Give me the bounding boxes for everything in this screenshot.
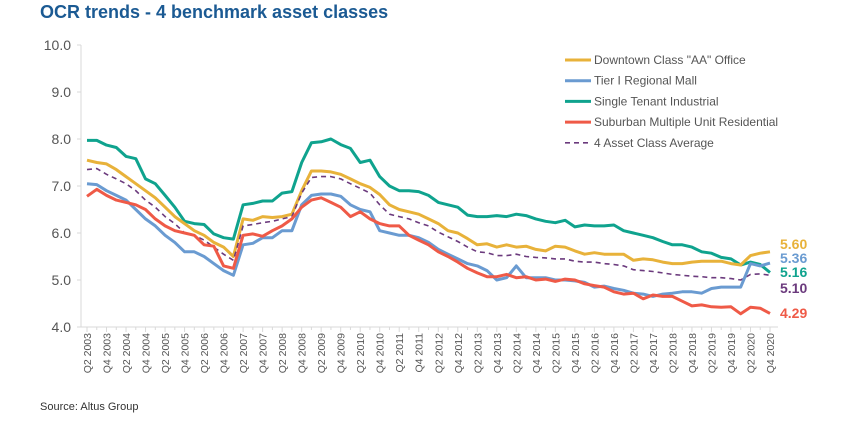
x-tick-label: Q4 2012 [453,333,465,373]
x-tick-label: Q4 2016 [609,333,621,373]
x-tick-label: Q2 2015 [550,333,562,373]
x-tick-label: Q2 2013 [472,333,484,373]
x-tick-label: Q4 2018 [687,333,699,373]
x-tick-label: Q2 2017 [628,333,640,373]
x-tick-label: Q4 2009 [336,333,348,373]
x-tick-label: Q4 2017 [648,333,660,373]
source-note: Source: Altus Group [40,401,139,413]
x-tick-label: Q2 2012 [433,333,445,373]
x-tick-label: Q4 2008 [297,333,309,373]
chart-title: OCR trends - 4 benchmark asset classes [40,2,389,22]
x-tick-label: Q2 2020 [745,333,757,373]
x-tick-label: Q2 2010 [355,333,367,373]
x-tick-label: Q2 2007 [238,333,250,373]
series-line-4 [86,167,771,281]
y-tick-label: 5.0 [52,272,72,288]
x-tick-label: Q2 2005 [160,333,172,373]
x-tick-label: Q2 2009 [316,333,328,373]
x-tick-label: Q4 2004 [141,333,153,373]
x-tick-label: Q4 2015 [570,333,582,373]
y-tick-label: 8.0 [52,131,72,147]
x-tick-label: Q4 2019 [726,333,738,373]
legend-label: Suburban Multiple Unit Residential [594,115,778,129]
legend-label: Tier I Regional Mall [594,74,697,88]
series-line-0 [86,158,771,267]
series-line-3 [86,187,771,316]
x-tick-label: Q4 2011 [414,333,426,373]
x-tick-label: Q2 2008 [277,333,289,373]
x-tick-label: Q4 2005 [180,333,192,373]
x-tick-label: Q2 2004 [121,333,133,373]
x-tick-label: Q4 2020 [765,333,777,373]
x-tick-label: Q2 2019 [706,333,718,373]
end-value-label: 5.36 [780,250,807,266]
x-tick-label: Q2 2014 [511,333,523,373]
y-tick-label: 6.0 [52,225,72,241]
end-value-label: 5.60 [780,236,807,252]
end-value-label: 4.29 [780,305,807,321]
end-value-label: 5.16 [780,264,807,280]
x-tick-label: Q2 2011 [394,333,406,373]
x-tick-label: Q4 2007 [258,333,270,373]
y-tick-label: 7.0 [52,178,72,194]
end-value-label: 5.10 [780,280,807,296]
series-line-2 [87,137,771,274]
x-tick-label: Q4 2006 [219,333,231,373]
series-line-1 [86,182,771,298]
x-tick-label: Q4 2010 [375,333,387,373]
x-tick-label: Q2 2003 [82,333,94,373]
legend-label: 4 Asset Class Average [594,136,714,150]
x-tick-label: Q2 2006 [199,333,211,373]
y-tick-label: 10.0 [44,37,71,53]
y-tick-label: 9.0 [52,84,72,100]
y-tick-label: 4.0 [52,319,72,335]
legend-label: Downtown Class "AA" Office [594,53,746,67]
legend-label: Single Tenant Industrial [594,94,719,108]
x-tick-label: Q4 2013 [492,333,504,373]
x-tick-label: Q2 2018 [667,333,679,373]
x-tick-label: Q4 2003 [102,333,114,373]
x-tick-label: Q4 2014 [531,333,543,373]
x-tick-label: Q2 2016 [589,333,601,373]
